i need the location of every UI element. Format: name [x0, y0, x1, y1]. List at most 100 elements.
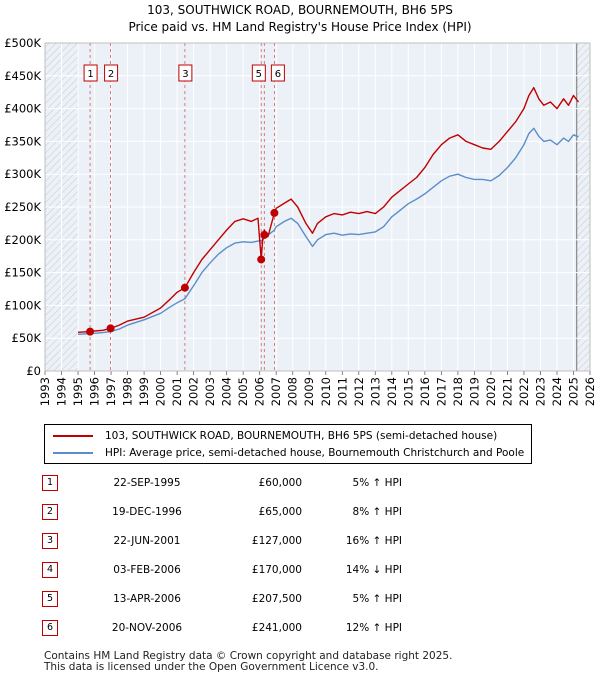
- sale-point: [260, 230, 269, 239]
- x-tick-label: 2018: [451, 377, 465, 406]
- table-row: 6 20-NOV-2006 £241,000 12% ↑ HPI: [42, 613, 402, 642]
- sale-number-label: 1: [87, 69, 93, 80]
- x-tick-label: 2009: [302, 377, 316, 406]
- sale-price: £207,500: [251, 592, 302, 605]
- y-tick-label: £100K: [4, 298, 41, 312]
- table-row: 1 22-SEP-1995 £60,000 5% ↑ HPI: [42, 468, 402, 497]
- sale-number-box: [83, 64, 98, 82]
- sale-point: [257, 255, 266, 264]
- sale-point: [106, 324, 115, 333]
- legend-item-property: 103, SOUTHWICK ROAD, BOURNEMOUTH, BH6 5P…: [53, 428, 497, 444]
- sale-point: [180, 283, 189, 292]
- y-tick-label: £300K: [4, 167, 41, 181]
- sale-number-badge: 6: [42, 619, 58, 636]
- x-tick-label: 2023: [533, 377, 547, 406]
- y-tick-label: £500K: [4, 36, 41, 50]
- sale-price: £241,000: [251, 621, 302, 634]
- sale-price: £65,000: [258, 505, 302, 518]
- sale-hpi-change: 8% ↑ HPI: [352, 505, 402, 518]
- x-tick-label: 2024: [550, 377, 564, 406]
- chart-subtitle: Price paid vs. HM Land Registry's House …: [128, 20, 471, 34]
- chart-legend: 103, SOUTHWICK ROAD, BOURNEMOUTH, BH6 5P…: [44, 424, 532, 464]
- y-tick-label: £400K: [4, 102, 41, 116]
- sale-price: £60,000: [258, 476, 302, 489]
- sale-hpi-change: 14% ↓ HPI: [345, 563, 402, 576]
- x-tick-label: 1998: [121, 377, 135, 406]
- footer-line-1: Contains HM Land Registry data © Crown c…: [44, 650, 453, 662]
- footer-line-2: This data is licensed under the Open Gov…: [44, 661, 379, 673]
- sale-number-label: 3: [182, 69, 188, 80]
- x-tick-label: 2013: [368, 377, 382, 406]
- sale-number-badge: 5: [42, 590, 58, 607]
- sale-number-badge: 3: [42, 532, 58, 549]
- x-tick-label: 2022: [517, 377, 531, 406]
- x-tick-label: 2026: [583, 377, 597, 406]
- sale-hpi-change: 12% ↑ HPI: [345, 621, 402, 634]
- sale-number-box: [178, 64, 193, 82]
- x-tick-label: 2017: [434, 377, 448, 406]
- x-tick-label: 2016: [418, 377, 432, 406]
- x-tick-label: 1993: [38, 377, 52, 406]
- sale-date: 22-SEP-1995: [113, 476, 181, 489]
- x-tick-label: 2014: [385, 377, 399, 406]
- sale-date: 03-FEB-2006: [113, 563, 181, 576]
- sale-number-badge: 1: [42, 474, 58, 491]
- x-tick-label: 2011: [335, 377, 349, 406]
- sale-date: 19-DEC-1996: [112, 505, 182, 518]
- sale-number-box: [104, 64, 119, 82]
- plot-border: [44, 42, 591, 372]
- legend-label-hpi: HPI: Average price, semi-detached house,…: [105, 447, 525, 459]
- x-tick-label: 2015: [401, 377, 415, 406]
- transactions-table: 1 22-SEP-1995 £60,000 5% ↑ HPI 2 19-DEC-…: [42, 468, 402, 642]
- x-tick-label: 2004: [220, 377, 234, 406]
- sale-number-label: 6: [275, 69, 281, 80]
- x-tick-label: 1995: [71, 377, 85, 406]
- sale-point: [86, 327, 95, 336]
- x-tick-label: 2003: [203, 377, 217, 406]
- x-tick-label: 2021: [500, 377, 514, 406]
- sale-point: [270, 208, 279, 217]
- sale-number-label: 5: [256, 69, 262, 80]
- y-tick-label: £0: [26, 364, 41, 378]
- sale-date: 20-NOV-2006: [111, 621, 183, 634]
- legend-line-hpi: [53, 452, 93, 454]
- sale-date: 22-JUN-2001: [113, 534, 181, 547]
- sale-number-badge: 2: [42, 503, 58, 520]
- sale-number-box: [270, 64, 285, 82]
- table-row: 2 19-DEC-1996 £65,000 8% ↑ HPI: [42, 497, 402, 526]
- y-tick-label: £450K: [4, 69, 41, 83]
- legend-item-hpi: HPI: Average price, semi-detached house,…: [53, 445, 524, 461]
- hpi-line: [77, 127, 579, 335]
- x-tick-label: 2012: [352, 377, 366, 406]
- x-tick-label: 2008: [286, 377, 300, 406]
- x-tick-label: 2002: [187, 377, 201, 406]
- table-row: 3 22-JUN-2001 £127,000 16% ↑ HPI: [42, 526, 402, 555]
- legend-line-property: [53, 435, 93, 437]
- y-tick-label: £200K: [4, 233, 41, 247]
- x-tick-label: 2020: [484, 377, 498, 406]
- table-row: 5 13-APR-2006 £207,500 5% ↑ HPI: [42, 584, 402, 613]
- x-tick-label: 2001: [170, 377, 184, 406]
- sale-number-label: 2: [108, 69, 114, 80]
- x-tick-label: 2025: [566, 377, 580, 406]
- price-chart: 103, SOUTHWICK ROAD, BOURNEMOUTH, BH6 5P…: [4, 3, 597, 406]
- sale-hpi-change: 16% ↑ HPI: [345, 534, 402, 547]
- table-row: 4 03-FEB-2006 £170,000 14% ↓ HPI: [42, 555, 402, 584]
- sale-hpi-change: 5% ↑ HPI: [352, 592, 402, 605]
- sale-price: £170,000: [251, 563, 302, 576]
- sale-number-box: [251, 64, 266, 82]
- x-tick-label: 2019: [467, 377, 481, 406]
- x-tick-label: 1994: [55, 377, 69, 406]
- footer-copyright: Contains HM Land Registry data © Crown c…: [44, 651, 452, 673]
- sale-hpi-change: 5% ↑ HPI: [352, 476, 402, 489]
- sale-number-badge: 4: [42, 561, 58, 578]
- x-tick-label: 1997: [104, 377, 118, 406]
- x-tick-label: 2007: [269, 377, 283, 406]
- y-tick-label: £250K: [4, 200, 41, 214]
- chart-title: 103, SOUTHWICK ROAD, BOURNEMOUTH, BH6 5P…: [147, 3, 453, 17]
- y-tick-label: £350K: [4, 134, 41, 148]
- x-tick-label: 1996: [88, 377, 102, 406]
- x-tick-label: 2005: [236, 377, 250, 406]
- sale-date: 13-APR-2006: [113, 592, 181, 605]
- sale-price: £127,000: [251, 534, 302, 547]
